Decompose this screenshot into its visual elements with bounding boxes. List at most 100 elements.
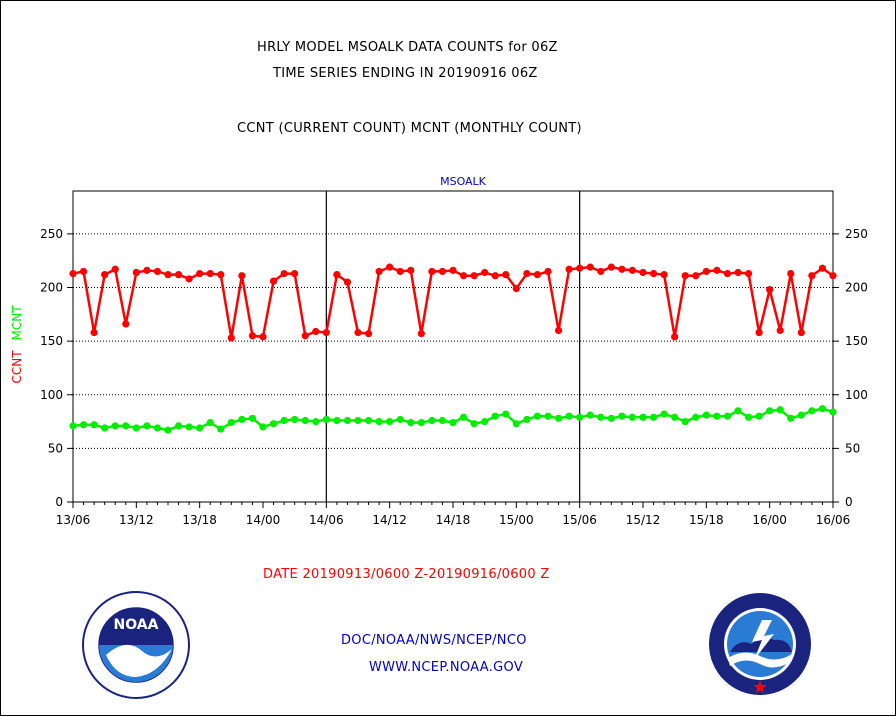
point-ccnt (481, 268, 489, 277)
chart-title-line1: HRLY MODEL MSOALK DATA COUNTS for 06Z (257, 40, 558, 55)
y-tick-label-right: 250 (845, 227, 868, 241)
point-mcnt (248, 414, 257, 422)
chart-title-line2: TIME SERIES ENDING IN 20190916 06Z (273, 66, 538, 81)
point-ccnt (386, 263, 394, 271)
point-mcnt (692, 413, 700, 421)
point-mcnt (459, 413, 468, 421)
point-ccnt (333, 271, 341, 279)
y-tick-label-left: 50 (48, 441, 63, 455)
point-ccnt (259, 333, 267, 341)
point-ccnt (671, 333, 679, 341)
point-mcnt (291, 415, 299, 424)
point-ccnt (681, 272, 689, 280)
point-ccnt (291, 269, 299, 278)
point-ccnt (438, 267, 447, 276)
point-mcnt (523, 415, 531, 424)
website-link[interactable]: WWW.NCEP.NOAA.GOV (369, 660, 524, 675)
point-mcnt (333, 416, 341, 425)
point-mcnt (565, 412, 573, 420)
noaa-logo[interactable]: NOAA (82, 591, 190, 699)
point-ccnt (101, 271, 109, 279)
point-mcnt (174, 422, 183, 430)
point-mcnt (164, 426, 172, 434)
point-mcnt (206, 419, 214, 427)
point-ccnt (713, 266, 721, 274)
agency-label[interactable]: DOC/NOAA/NWS/NCEP/NCO (341, 633, 527, 648)
point-mcnt (755, 412, 763, 420)
point-mcnt (597, 413, 605, 421)
point-mcnt (470, 420, 478, 428)
plot-frame (72, 190, 834, 503)
x-tick-label: 15/12 (626, 513, 661, 527)
point-ccnt (597, 267, 605, 276)
point-mcnt (343, 416, 352, 425)
point-ccnt (122, 320, 130, 328)
x-tick-label: 13/06 (56, 513, 91, 527)
point-mcnt (312, 417, 320, 426)
date-range-label: DATE 20190913/0600 Z-20190916/0600 Z (263, 567, 550, 582)
y-tick-label-left: 200 (40, 281, 63, 295)
point-mcnt (766, 407, 774, 415)
point-ccnt (554, 326, 563, 335)
point-mcnt (280, 416, 288, 425)
point-ccnt (470, 272, 478, 280)
point-ccnt (744, 269, 753, 278)
point-mcnt (628, 413, 637, 421)
point-ccnt (164, 271, 172, 279)
point-mcnt (533, 412, 542, 420)
point-mcnt (713, 412, 721, 420)
point-ccnt (586, 263, 594, 271)
y-tick-label-left: 250 (40, 227, 63, 241)
y-tick-label-left: 100 (40, 388, 63, 402)
point-ccnt (565, 265, 573, 273)
plot-label-msoalk: MSOALK (440, 175, 487, 188)
point-mcnt (671, 413, 679, 421)
x-tick-label: 13/12 (119, 513, 154, 527)
point-ccnt (618, 265, 626, 273)
point-mcnt (576, 413, 584, 421)
point-ccnt (301, 332, 309, 340)
point-ccnt (375, 267, 383, 276)
point-mcnt (375, 417, 383, 426)
point-mcnt (554, 414, 563, 422)
point-mcnt (607, 414, 615, 422)
point-mcnt (481, 417, 489, 426)
point-mcnt (185, 423, 193, 431)
point-ccnt (227, 334, 235, 342)
y-tick-label-left: 150 (40, 334, 63, 348)
point-mcnt (238, 415, 246, 424)
point-ccnt (639, 268, 647, 277)
point-ccnt (343, 278, 352, 286)
chart-subtitle: CCNT (CURRENT COUNT) MCNT (MONTHLY COUNT… (237, 121, 582, 136)
point-mcnt (417, 419, 425, 427)
point-ccnt (174, 271, 183, 279)
point-mcnt (491, 412, 499, 420)
x-tick-label: 14/18 (436, 513, 471, 527)
point-mcnt (808, 407, 816, 415)
point-mcnt (639, 413, 647, 421)
point-mcnt (512, 420, 520, 428)
point-mcnt (776, 406, 784, 414)
point-ccnt (491, 272, 499, 280)
point-ccnt (206, 269, 214, 278)
point-ccnt (776, 326, 784, 335)
point-mcnt (734, 407, 742, 415)
point-ccnt (90, 328, 98, 337)
point-mcnt (69, 422, 77, 430)
point-mcnt (407, 419, 415, 427)
point-mcnt (79, 421, 88, 429)
point-ccnt (533, 271, 542, 279)
x-tick-label: 16/06 (816, 513, 851, 527)
point-mcnt (122, 422, 130, 430)
point-ccnt (185, 275, 193, 283)
point-mcnt (322, 415, 330, 424)
x-tick-label: 14/00 (246, 513, 281, 527)
nws-logo[interactable] (708, 592, 812, 696)
x-tick-label: 13/18 (182, 513, 217, 527)
point-mcnt (196, 424, 204, 432)
point-mcnt (428, 416, 436, 425)
point-ccnt (544, 267, 552, 276)
point-ccnt (153, 267, 162, 276)
point-ccnt (111, 265, 119, 273)
point-ccnt (702, 267, 710, 276)
